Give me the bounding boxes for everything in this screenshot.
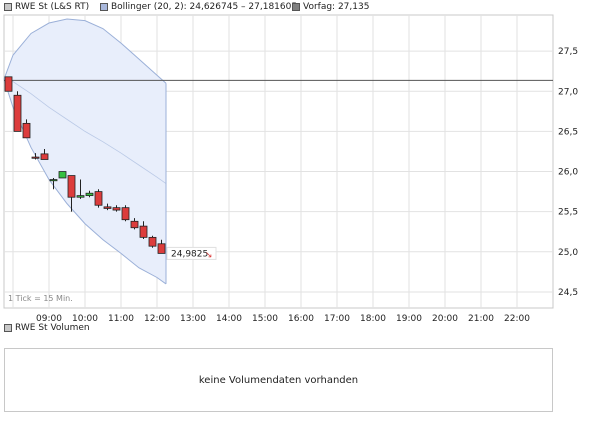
- legend-swatch-previous-close: [292, 3, 300, 11]
- x-tick-label: 14:00: [216, 314, 242, 324]
- x-axis: 09:00 10:00 11:00 12:00 13:00 14:00 15:00 16:00…: [36, 314, 530, 324]
- x-tick-label: 12:00: [144, 314, 170, 324]
- candle-body: [76, 195, 85, 198]
- volume-legend-label: RWE St Volumen: [15, 323, 90, 333]
- candle-body: [139, 225, 148, 238]
- legend-swatch-price: [4, 3, 12, 11]
- candles: [4, 76, 166, 254]
- x-tick-label: 10:00: [72, 314, 98, 324]
- x-tick-label: 13:00: [180, 314, 206, 324]
- x-tick-label: 18:00: [360, 314, 386, 324]
- x-tick-label: 15:00: [252, 314, 278, 324]
- last-price-marker: 24,9825 ↘: [166, 246, 217, 260]
- volume-legend: RWE St Volumen: [4, 322, 90, 334]
- tick-note: 1 Tick = 15 Min.: [8, 294, 73, 303]
- volume-legend-swatch: [4, 324, 12, 332]
- volume-panel: keine Volumendaten vorhanden: [4, 348, 553, 412]
- y-tick-label: 27,0: [558, 87, 578, 97]
- candle-body: [40, 153, 49, 160]
- y-axis: 27,5 27,0 26,5 26,0 25,5 25,0 24,5: [558, 47, 578, 298]
- x-tick-label: 20:00: [432, 314, 458, 324]
- x-tick-label: 16:00: [288, 314, 314, 324]
- candle-body: [157, 243, 166, 254]
- y-tick-label: 26,5: [558, 127, 578, 137]
- candle-body: [58, 171, 67, 179]
- candle-body: [22, 122, 31, 139]
- x-tick-label: 21:00: [468, 314, 494, 324]
- last-price-box: [166, 246, 217, 260]
- price-chart: 27,5 27,0 26,5 26,0 25,5 25,0 24,5 09:00 10:00 1…: [3, 14, 578, 324]
- legend-label-bollinger: Bollinger (20, 2): 24,626745 – 27,181605: [111, 2, 298, 12]
- candle-body: [85, 192, 94, 197]
- x-tick-label: 17:00: [324, 314, 350, 324]
- down-arrow-icon: ↘: [205, 250, 213, 260]
- candle-body: [112, 207, 121, 211]
- y-tick-label: 27,5: [558, 47, 578, 57]
- volume-empty-message: keine Volumendaten vorhanden: [198, 375, 359, 386]
- y-tick-label: 26,0: [558, 168, 578, 178]
- legend-item-price: RWE St (L&S RT): [4, 1, 89, 13]
- legend-item-bollinger: Bollinger (20, 2): 24,626745 – 27,181605: [100, 1, 297, 13]
- y-tick-label: 25,5: [558, 208, 578, 218]
- bollinger-middle-line: [3, 78, 167, 184]
- candle-body: [67, 175, 76, 198]
- x-tick-label: 22:00: [504, 314, 530, 324]
- x-tick-label: 09:00: [36, 314, 62, 324]
- bollinger-upper-line: [3, 18, 167, 84]
- legend-swatch-bollinger: [100, 3, 108, 11]
- candle-body: [31, 156, 40, 159]
- candle-body: [130, 220, 139, 229]
- last-price-label: 24,9825: [171, 249, 208, 259]
- candle-body: [103, 206, 112, 209]
- candle-body: [49, 179, 58, 182]
- y-tick-label: 24,5: [558, 288, 578, 298]
- candle-body: [121, 207, 130, 221]
- chart-legend: RWE St (L&S RT) Bollinger (20, 2): 24,62…: [4, 1, 589, 13]
- candle-body: [13, 94, 22, 132]
- x-tick-label: 19:00: [396, 314, 422, 324]
- y-tick-label: 25,0: [558, 248, 578, 258]
- candle-body: [148, 236, 157, 247]
- legend-label-previous-close: Vorfag: 27,135: [303, 2, 370, 12]
- candle-body: [4, 76, 13, 92]
- legend-label-price: RWE St (L&S RT): [15, 2, 90, 12]
- legend-item-previous-close: Vorfag: 27,135: [292, 1, 369, 13]
- candle-body: [94, 191, 103, 206]
- x-tick-label: 11:00: [108, 314, 134, 324]
